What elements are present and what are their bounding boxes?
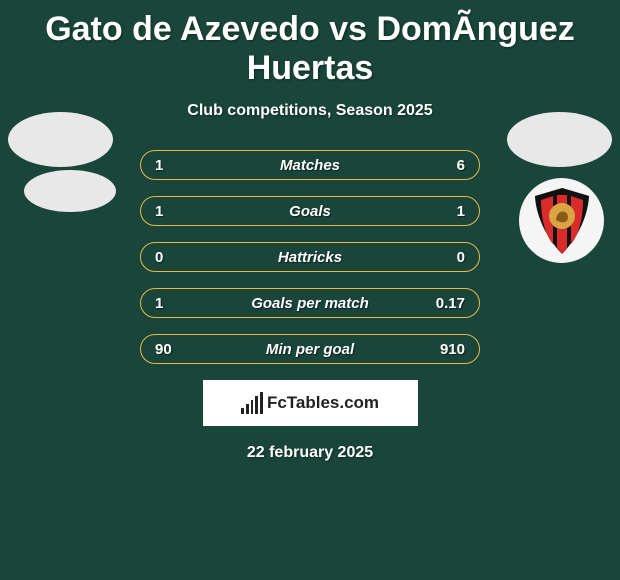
stat-left-value: 1 [155, 203, 205, 220]
stat-label: Goals per match [205, 295, 415, 312]
stat-row: 1 Goals per match 0.17 [140, 288, 480, 318]
club-badge-right [519, 178, 604, 263]
shield-icon [531, 186, 593, 256]
stat-left-value: 90 [155, 341, 205, 358]
stat-label: Matches [205, 157, 415, 174]
stat-label: Hattricks [205, 249, 415, 266]
stat-left-value: 1 [155, 157, 205, 174]
stat-label: Goals [205, 203, 415, 220]
comparison-title: Gato de Azevedo vs DomÃ­nguez Huertas [0, 0, 620, 88]
stat-right-value: 910 [415, 341, 465, 358]
stat-right-value: 0.17 [415, 295, 465, 312]
player-left-logo-placeholder-2 [24, 170, 116, 212]
stat-right-value: 0 [415, 249, 465, 266]
stats-table: 1 Matches 6 1 Goals 1 0 Hattricks 0 1 Go… [140, 150, 480, 364]
stat-label: Min per goal [205, 341, 415, 358]
stat-row: 1 Goals 1 [140, 196, 480, 226]
comparison-date: 22 february 2025 [0, 444, 620, 462]
stat-left-value: 1 [155, 295, 205, 312]
stat-left-value: 0 [155, 249, 205, 266]
stat-row: 0 Hattricks 0 [140, 242, 480, 272]
brand-text: FcTables.com [267, 393, 379, 413]
player-right-logo-placeholder [507, 112, 612, 167]
brand-watermark: FcTables.com [203, 380, 418, 426]
stat-row: 1 Matches 6 [140, 150, 480, 180]
stat-right-value: 1 [415, 203, 465, 220]
bar-chart-icon [241, 392, 263, 414]
player-left-logo-placeholder [8, 112, 113, 167]
stat-right-value: 6 [415, 157, 465, 174]
stat-row: 90 Min per goal 910 [140, 334, 480, 364]
